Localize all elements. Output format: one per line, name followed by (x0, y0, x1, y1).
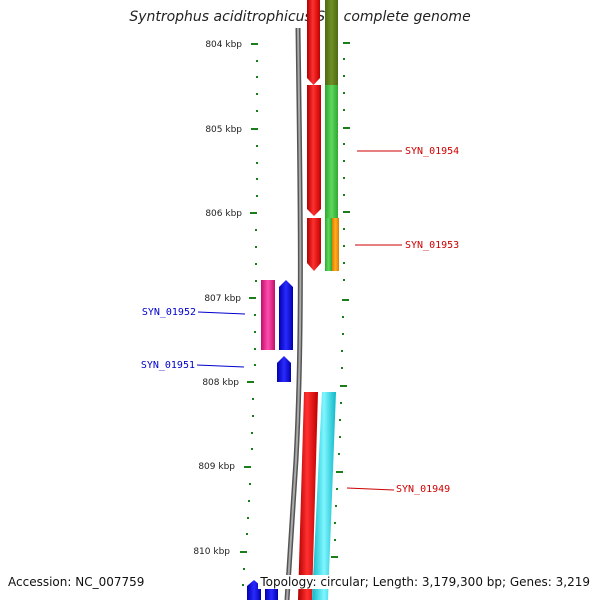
scale-tick-label: 810 kbp (193, 547, 230, 557)
gene-label-syn-01951[interactable]: SYN_01951 (141, 360, 195, 371)
gene-forward-syn-01953[interactable] (307, 218, 321, 271)
gene-label-syn-01954[interactable]: SYN_01954 (405, 146, 459, 157)
feature-pink[interactable] (261, 280, 275, 350)
scale-tick-label: 804 kbp (205, 40, 242, 50)
accession-text: Accession: NC_007759 (8, 575, 145, 589)
scale-tick-label: 806 kbp (205, 209, 242, 219)
gene-forward-syn-01949[interactable] (298, 392, 318, 600)
scale-tick-label: 807 kbp (204, 294, 241, 304)
gene-label-leader (197, 311, 246, 315)
gene-label-syn-01953[interactable]: SYN_01953 (405, 240, 459, 251)
feature-green-small[interactable] (325, 218, 332, 271)
genome-title: Syntrophus aciditrophicus SB, complete g… (129, 9, 471, 25)
scale-tick-label: 809 kbp (198, 462, 235, 472)
gene-label-leader (196, 364, 245, 368)
gene-forward[interactable] (307, 0, 320, 85)
feature-orange[interactable] (332, 218, 339, 271)
gene-label-syn-01952[interactable]: SYN_01952 (142, 307, 196, 318)
gene-label-leader (346, 487, 395, 491)
scale-ruler-left (240, 43, 258, 586)
feature-green[interactable] (325, 85, 338, 218)
gene-reverse-syn-01951[interactable] (277, 356, 291, 382)
gene-reverse-syn-01952[interactable] (279, 280, 293, 350)
gene-reverse[interactable] (265, 586, 278, 600)
feature-olive[interactable] (325, 0, 338, 85)
feature-cyan[interactable] (312, 392, 336, 600)
gene-label-syn-01949[interactable]: SYN_01949 (396, 484, 450, 495)
scale-tick-label: 805 kbp (205, 125, 242, 135)
gene-forward-syn-01954[interactable] (307, 85, 321, 216)
genome-backbone-highlight (286, 27, 302, 600)
gene-reverse[interactable] (247, 580, 261, 600)
scale-ruler-right (331, 42, 350, 558)
scale-tick-label: 808 kbp (202, 378, 239, 388)
topology-text: Topology: circular; Length: 3,179,300 bp… (258, 575, 592, 589)
